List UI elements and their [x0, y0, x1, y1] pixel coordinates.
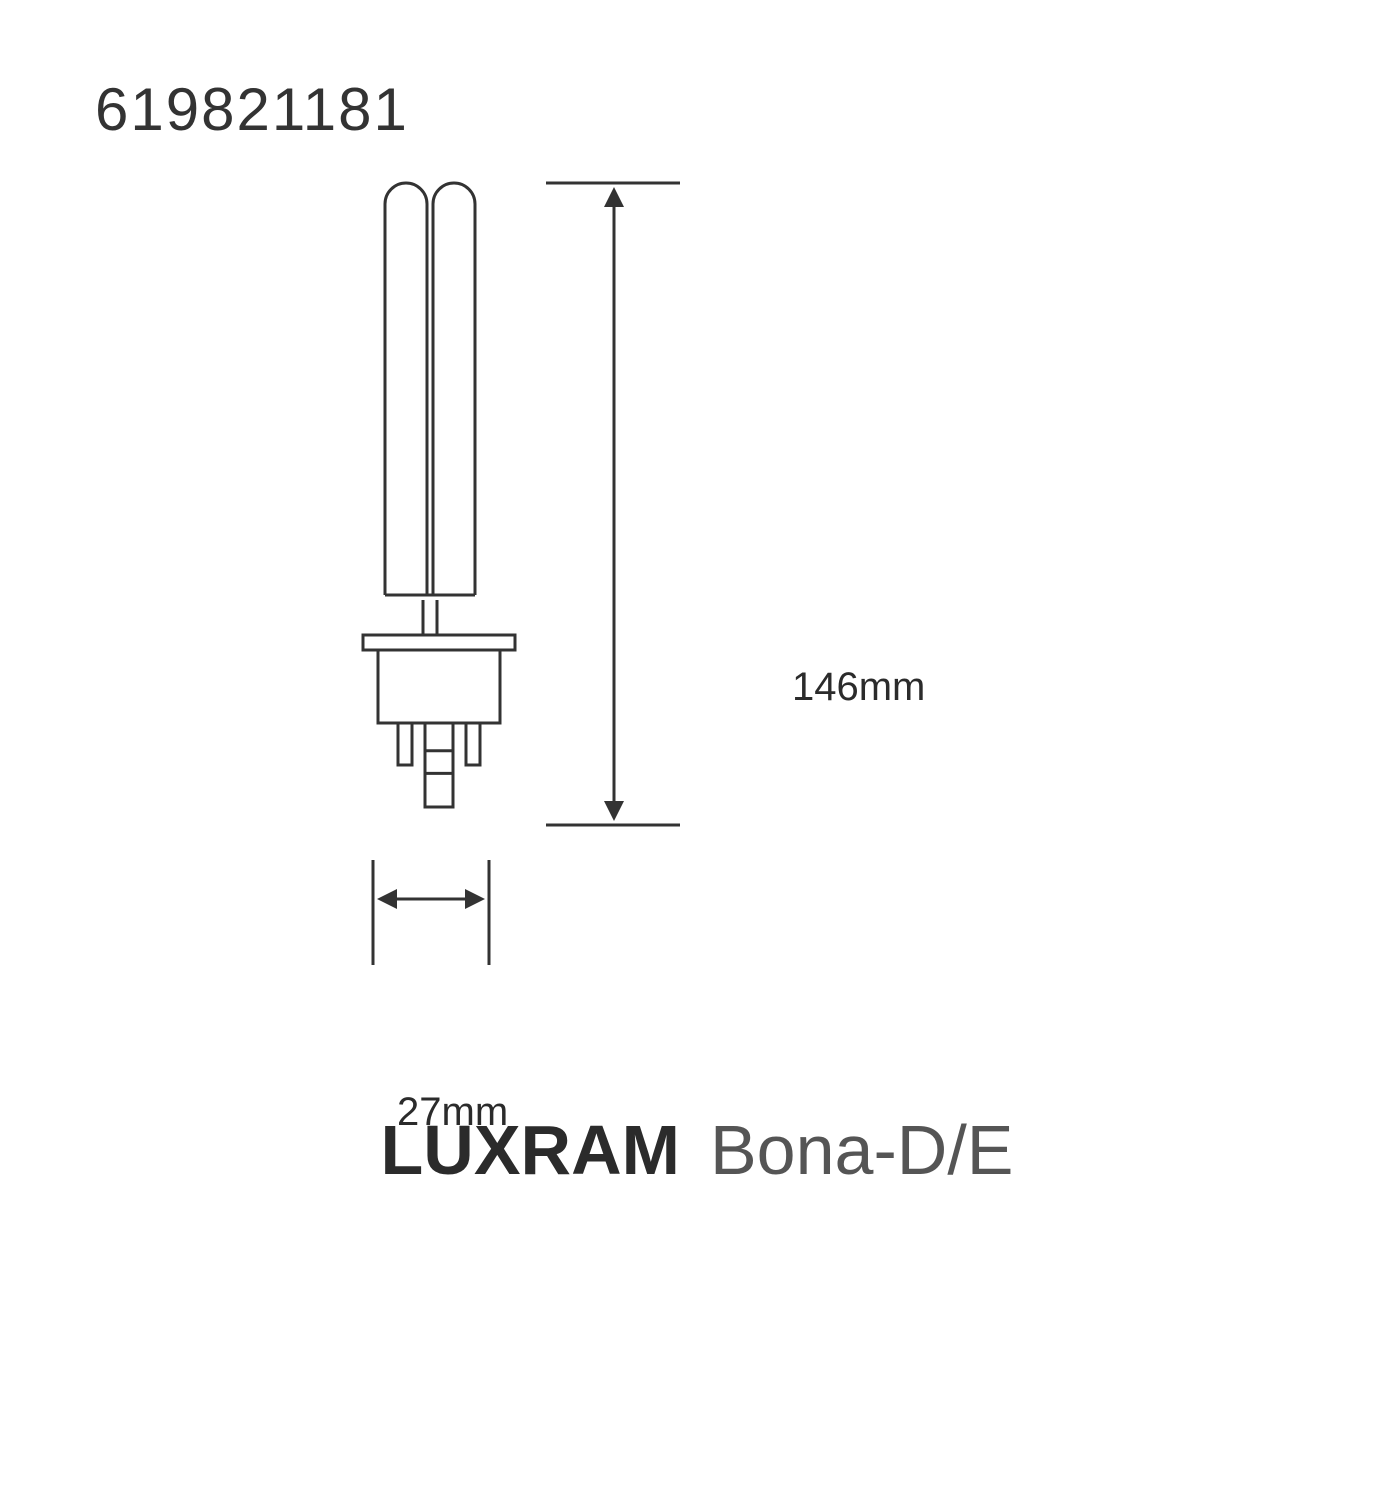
part-number: 619821181 — [95, 75, 409, 144]
height-dimension-label: 146mm — [792, 665, 925, 710]
brand-row: LUXRAM Bona-D/E — [0, 1110, 1394, 1190]
brand-name: LUXRAM — [381, 1111, 680, 1189]
brand-model: Bona-D/E — [710, 1111, 1013, 1189]
technical-diagram: 146mm 27mm — [0, 175, 1394, 1075]
bulb-diagram-svg — [0, 175, 1394, 1075]
